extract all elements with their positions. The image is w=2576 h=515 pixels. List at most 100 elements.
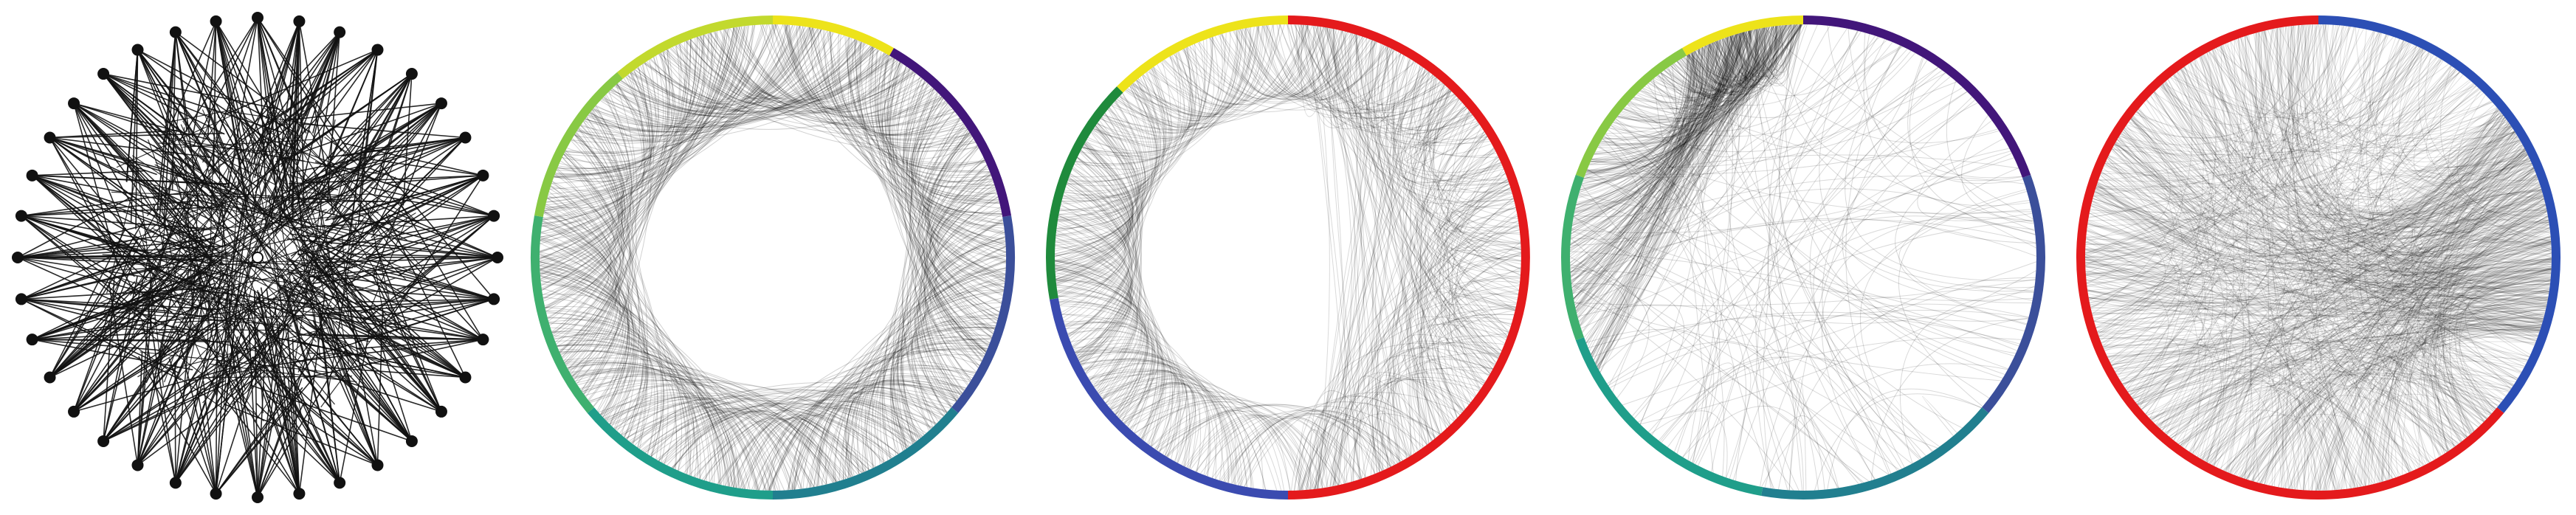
chord [2308,100,2491,491]
chord [1054,260,1137,389]
chord [2428,253,2552,294]
edge [288,103,442,121]
chord [1571,153,2012,234]
chord [2304,122,2510,491]
chord [1577,32,1743,197]
chord [602,57,894,122]
chord [1673,91,1968,452]
chord [2180,69,2546,237]
chord [557,345,760,491]
chord [634,403,735,488]
chord [1588,314,2020,348]
chord [881,289,1005,459]
chord [1093,24,1285,139]
chord [1102,370,1176,443]
chord [859,41,1006,247]
chord [2087,218,2552,253]
chord [2242,37,2541,331]
chord [1614,120,1990,399]
chord [1363,47,1428,131]
edge [138,356,217,494]
node [169,477,182,489]
chord [559,350,757,491]
chord [847,40,934,126]
edge [341,236,351,325]
chord [1701,29,1758,94]
chord [1570,251,2017,351]
chord [2118,136,2518,381]
chord [1689,26,1773,78]
chord [1572,36,1729,294]
chord [1416,183,1509,386]
chord [1385,45,1412,456]
chord [1055,80,1157,280]
chord [1664,27,1768,91]
chord [879,232,1005,463]
chord [1082,28,1246,154]
chord [1411,316,1509,398]
chord [1609,310,2029,389]
chord [539,25,748,252]
chord [2095,155,2207,326]
edge [159,32,176,220]
chord [2287,26,2528,362]
chord [1312,25,1402,128]
chord [1327,27,1495,367]
chord [1055,92,1151,236]
edge [160,249,331,300]
edge [346,258,495,300]
chord [880,55,999,198]
edge [342,136,466,157]
chord [1059,303,1156,430]
chord [2109,351,2283,488]
chord-diagram-dense [2076,15,2560,500]
chord [2417,321,2543,464]
edge [338,334,371,342]
ring-segment [1575,337,1763,497]
chord [1416,220,1519,403]
chord [2085,45,2417,264]
edge [322,298,495,310]
chord [2098,53,2217,338]
chord [2438,107,2498,438]
chord [1153,25,1313,108]
chord [1448,168,1504,401]
chord [1437,304,1517,413]
chord [2129,312,2545,395]
edge [319,321,379,466]
chord [2195,58,2358,488]
chord [2152,41,2406,422]
chord [1055,101,1146,277]
chord [2451,126,2521,175]
chord [2085,249,2552,286]
edge [102,254,354,269]
chord [1064,322,1153,419]
chord [2440,295,2549,410]
chord [2093,123,2510,239]
chord [1354,40,1380,472]
chord [697,36,977,149]
chord [2097,182,2203,395]
chord [1111,25,1263,128]
chord [2246,117,2505,480]
chord [565,25,800,154]
chord [2095,162,2532,246]
chord [2234,40,2422,467]
chord [2213,369,2494,466]
chord [2318,136,2518,491]
edge [103,73,225,135]
chord [1633,97,2036,249]
edge [109,255,388,310]
chord [2208,171,2536,464]
chord [1055,264,1138,390]
chord [2084,258,2552,304]
chord [1083,361,1210,477]
chord [2086,30,2267,238]
chord [2276,27,2549,250]
chord [908,89,987,353]
chord [1599,29,1755,373]
chord [909,103,991,184]
chord [1574,45,1707,213]
chord [1579,36,1729,323]
edge [49,137,135,277]
